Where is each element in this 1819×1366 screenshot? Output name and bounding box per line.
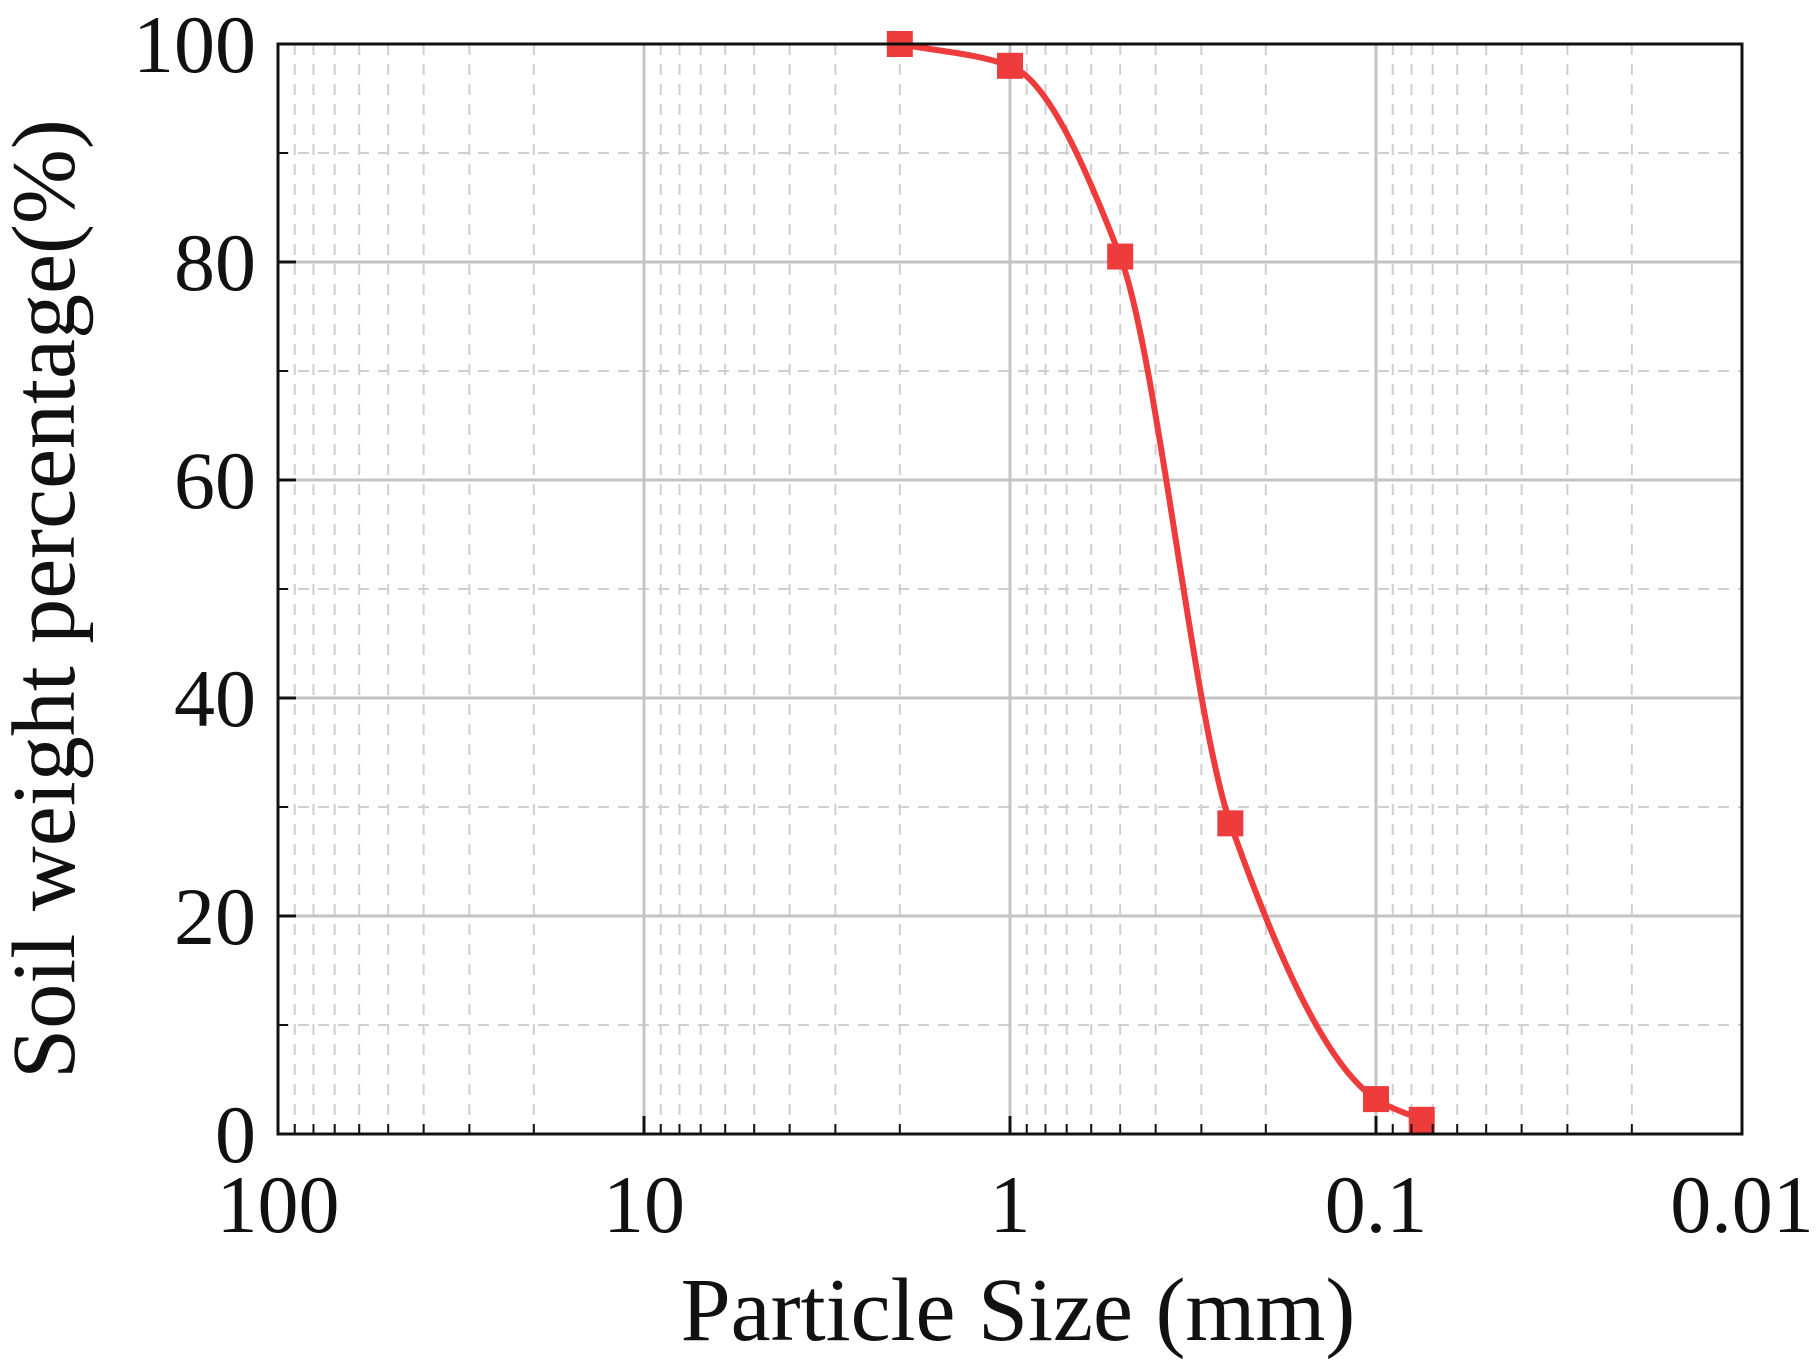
y-tick-label: 40 — [174, 653, 256, 744]
y-axis-title: Soil weight percentage(%) — [0, 119, 94, 1079]
data-point-marker — [1217, 810, 1244, 837]
y-tick-label: 60 — [174, 435, 256, 526]
y-tick-label: 100 — [133, 0, 256, 90]
y-tick-labels: 0 20 40 60 80 100 — [133, 0, 256, 1180]
x-tick-label: 100 — [217, 1159, 340, 1250]
x-tick-label: 1 — [990, 1159, 1031, 1250]
data-point-marker — [1107, 243, 1134, 270]
series-layer — [886, 31, 1435, 1133]
x-tick-label: 10 — [603, 1159, 685, 1250]
series-line — [896, 41, 1425, 1123]
axis-ticks — [276, 42, 1744, 1136]
x-tick-labels: 100 10 1 0.1 0.01 — [217, 1159, 1814, 1250]
y-tick-label: 0 — [215, 1089, 256, 1180]
x-tick-label: 0.01 — [1670, 1159, 1814, 1250]
y-tick-label: 20 — [174, 871, 256, 962]
x-axis-title: Particle Size (mm) — [681, 1261, 1356, 1360]
data-point-marker — [997, 52, 1023, 79]
y-tick-label: 80 — [174, 217, 256, 308]
data-point-marker — [1363, 1086, 1389, 1113]
data-point-marker — [1408, 1106, 1435, 1133]
minor-grid — [278, 44, 1742, 1134]
x-tick-label: 0.1 — [1325, 1159, 1428, 1250]
